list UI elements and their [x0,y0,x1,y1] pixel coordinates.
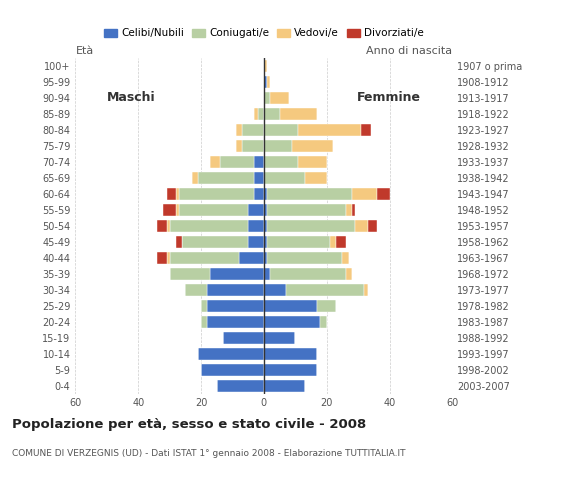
Bar [264,348,317,360]
Bar [176,236,182,248]
Bar [299,124,361,136]
Bar [292,140,333,152]
Text: Maschi: Maschi [107,91,155,104]
Bar [176,204,179,216]
Bar [207,316,264,328]
Bar [255,188,264,200]
Bar [286,284,364,296]
Bar [255,108,258,120]
Bar [346,204,352,216]
Bar [264,156,299,168]
Bar [242,124,264,136]
Bar [248,204,264,216]
Bar [368,220,377,232]
Bar [211,268,264,279]
Bar [377,188,390,200]
Bar [264,332,295,344]
Bar [255,156,264,168]
Bar [176,188,179,200]
Bar [317,300,336,312]
Bar [352,204,355,216]
Bar [239,252,264,264]
Bar [336,236,346,248]
Bar [264,92,270,104]
Bar [248,236,264,248]
Bar [364,284,368,296]
Bar [179,204,248,216]
Bar [198,348,264,360]
Bar [355,220,368,232]
Bar [207,284,264,296]
Bar [280,108,317,120]
Bar [207,300,264,312]
Bar [264,300,317,312]
Bar [330,236,336,248]
Bar [248,220,264,232]
Bar [201,316,207,328]
Text: COMUNE DI VERZEGNIS (UD) - Dati ISTAT 1° gennaio 2008 - Elaborazione TUTTITALIA.: COMUNE DI VERZEGNIS (UD) - Dati ISTAT 1°… [12,449,405,458]
Bar [235,140,242,152]
Bar [267,188,352,200]
Text: Anno di nascita: Anno di nascita [367,46,452,56]
Bar [264,364,317,375]
Bar [264,268,270,279]
Bar [342,252,349,264]
Bar [267,236,330,248]
Bar [166,220,169,232]
Bar [201,364,264,375]
Bar [164,204,176,216]
Bar [211,156,220,168]
Bar [267,204,346,216]
Bar [157,252,166,264]
Bar [264,236,267,248]
Legend: Celibi/Nubili, Coniugati/e, Vedovi/e, Divorziati/e: Celibi/Nubili, Coniugati/e, Vedovi/e, Di… [100,24,427,43]
Text: Femmine: Femmine [357,91,421,104]
Bar [157,220,166,232]
Bar [264,204,267,216]
Text: Popolazione per età, sesso e stato civile - 2008: Popolazione per età, sesso e stato civil… [12,418,366,431]
Bar [169,252,239,264]
Bar [264,220,267,232]
Bar [264,108,280,120]
Text: Età: Età [75,46,93,56]
Bar [304,172,327,184]
Bar [352,188,377,200]
Bar [264,380,305,392]
Bar [264,252,267,264]
Bar [270,268,346,279]
Bar [191,172,198,184]
Bar [242,140,264,152]
Bar [270,92,289,104]
Bar [264,172,305,184]
Bar [201,300,207,312]
Bar [220,156,255,168]
Bar [299,156,327,168]
Bar [264,124,299,136]
Bar [166,188,176,200]
Bar [235,124,242,136]
Bar [166,252,169,264]
Bar [198,172,255,184]
Bar [264,76,267,88]
Bar [264,60,267,72]
Bar [267,220,355,232]
Bar [264,188,267,200]
Bar [361,124,371,136]
Bar [267,252,342,264]
Bar [179,188,255,200]
Bar [169,268,211,279]
Bar [169,220,248,232]
Bar [258,108,264,120]
Bar [223,332,264,344]
Bar [186,284,207,296]
Bar [255,172,264,184]
Bar [267,76,270,88]
Bar [264,284,286,296]
Bar [182,236,248,248]
Bar [320,316,327,328]
Bar [217,380,264,392]
Bar [264,316,320,328]
Bar [264,140,292,152]
Bar [346,268,352,279]
